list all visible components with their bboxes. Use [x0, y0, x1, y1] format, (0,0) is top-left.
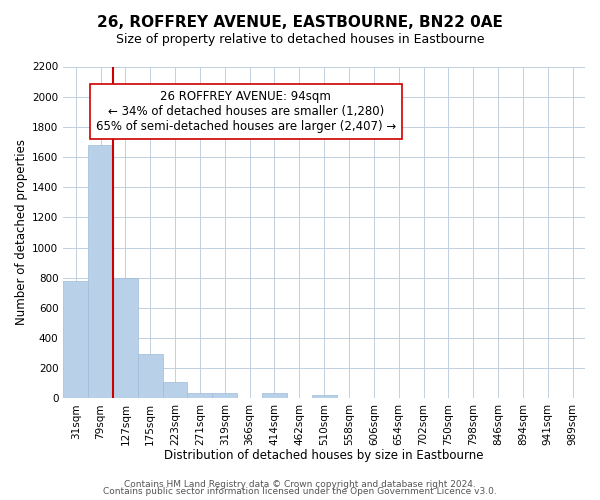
Text: 26, ROFFREY AVENUE, EASTBOURNE, BN22 0AE: 26, ROFFREY AVENUE, EASTBOURNE, BN22 0AE	[97, 15, 503, 30]
Text: 26 ROFFREY AVENUE: 94sqm
← 34% of detached houses are smaller (1,280)
65% of sem: 26 ROFFREY AVENUE: 94sqm ← 34% of detach…	[96, 90, 396, 132]
Bar	[138, 354, 163, 399]
Bar	[113, 278, 138, 398]
Bar	[312, 395, 337, 398]
X-axis label: Distribution of detached houses by size in Eastbourne: Distribution of detached houses by size …	[164, 450, 484, 462]
Y-axis label: Number of detached properties: Number of detached properties	[15, 140, 28, 326]
Text: Contains HM Land Registry data © Crown copyright and database right 2024.: Contains HM Land Registry data © Crown c…	[124, 480, 476, 489]
Bar	[187, 393, 212, 398]
Bar	[63, 280, 88, 398]
Bar	[262, 393, 287, 398]
Text: Size of property relative to detached houses in Eastbourne: Size of property relative to detached ho…	[116, 32, 484, 46]
Text: Contains public sector information licensed under the Open Government Licence v3: Contains public sector information licen…	[103, 488, 497, 496]
Bar	[88, 145, 113, 399]
Bar	[163, 382, 187, 398]
Bar	[212, 393, 237, 398]
